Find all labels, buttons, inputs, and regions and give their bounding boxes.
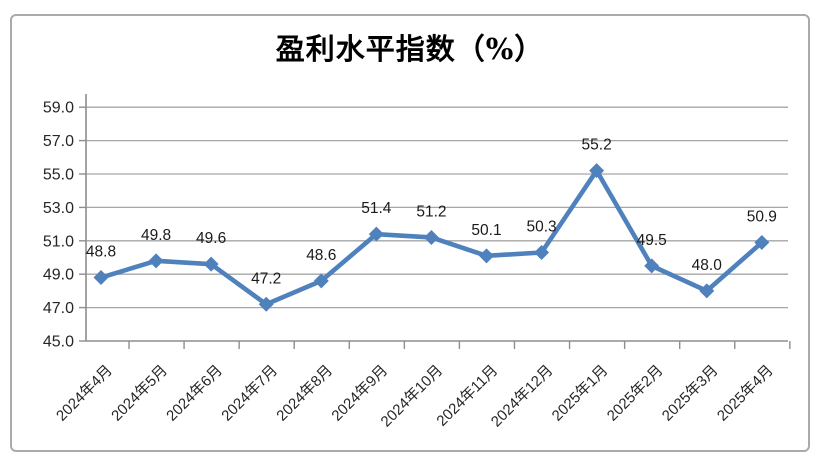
y-axis-label: 55.0: [43, 167, 74, 184]
data-point-label: 49.5: [637, 232, 667, 249]
data-point-marker: [699, 283, 715, 299]
y-axis-label: 59.0: [43, 100, 74, 117]
y-axis-label: 45.0: [43, 334, 74, 351]
x-axis-label: 2025年1月: [549, 362, 612, 425]
y-axis-label: 47.0: [43, 300, 74, 317]
data-point-label: 50.9: [747, 208, 777, 225]
y-axis-label: 51.0: [43, 233, 74, 250]
x-axis-label: 2024年4月: [53, 362, 116, 425]
data-point-marker: [754, 234, 770, 250]
data-point-marker: [203, 256, 219, 272]
x-axis-label: 2025年4月: [714, 362, 777, 425]
x-axis-label: 2024年6月: [163, 362, 226, 425]
data-point-label: 50.3: [526, 218, 556, 235]
data-point-label: 47.2: [251, 270, 281, 287]
chart-frame: 盈利水平指数（%） 45.0 47.0 49.0 51.0 53.0 55.0 57.0 59…: [10, 14, 810, 452]
data-point-marker: [368, 226, 384, 242]
data-point-label: 48.8: [86, 244, 116, 261]
data-point-label: 55.2: [582, 137, 612, 154]
data-point-marker: [644, 258, 660, 274]
data-point-marker: [534, 244, 550, 260]
x-axis-label: 2024年8月: [273, 362, 336, 425]
x-axis-label: 2024年7月: [218, 362, 281, 425]
data-point-label: 49.6: [196, 230, 226, 247]
data-point-label: 49.8: [141, 227, 171, 244]
data-point-label: 48.0: [692, 257, 723, 274]
y-axis-label: 57.0: [43, 133, 74, 150]
data-point-marker: [589, 163, 605, 179]
x-axis-label: 2025年2月: [604, 362, 667, 425]
y-axis-label: 49.0: [43, 267, 74, 284]
x-axis-label: 2024年5月: [108, 362, 171, 425]
line-chart-plot: 45.047.049.051.053.055.057.059.02024年4月2…: [43, 94, 791, 430]
data-point-marker: [93, 270, 109, 286]
chart-title: 盈利水平指数（%）: [275, 32, 545, 66]
data-point-label: 48.6: [306, 247, 336, 264]
data-point-marker: [313, 273, 329, 289]
data-point-marker: [478, 248, 494, 264]
data-point-marker: [423, 229, 439, 245]
data-point-marker: [258, 296, 274, 312]
data-point-label: 51.4: [361, 200, 392, 217]
data-point-label: 50.1: [471, 222, 501, 239]
data-point-marker: [148, 253, 164, 269]
data-point-label: 51.2: [416, 203, 446, 220]
x-axis-label: 2025年3月: [659, 362, 722, 425]
y-axis-label: 53.0: [43, 200, 74, 217]
